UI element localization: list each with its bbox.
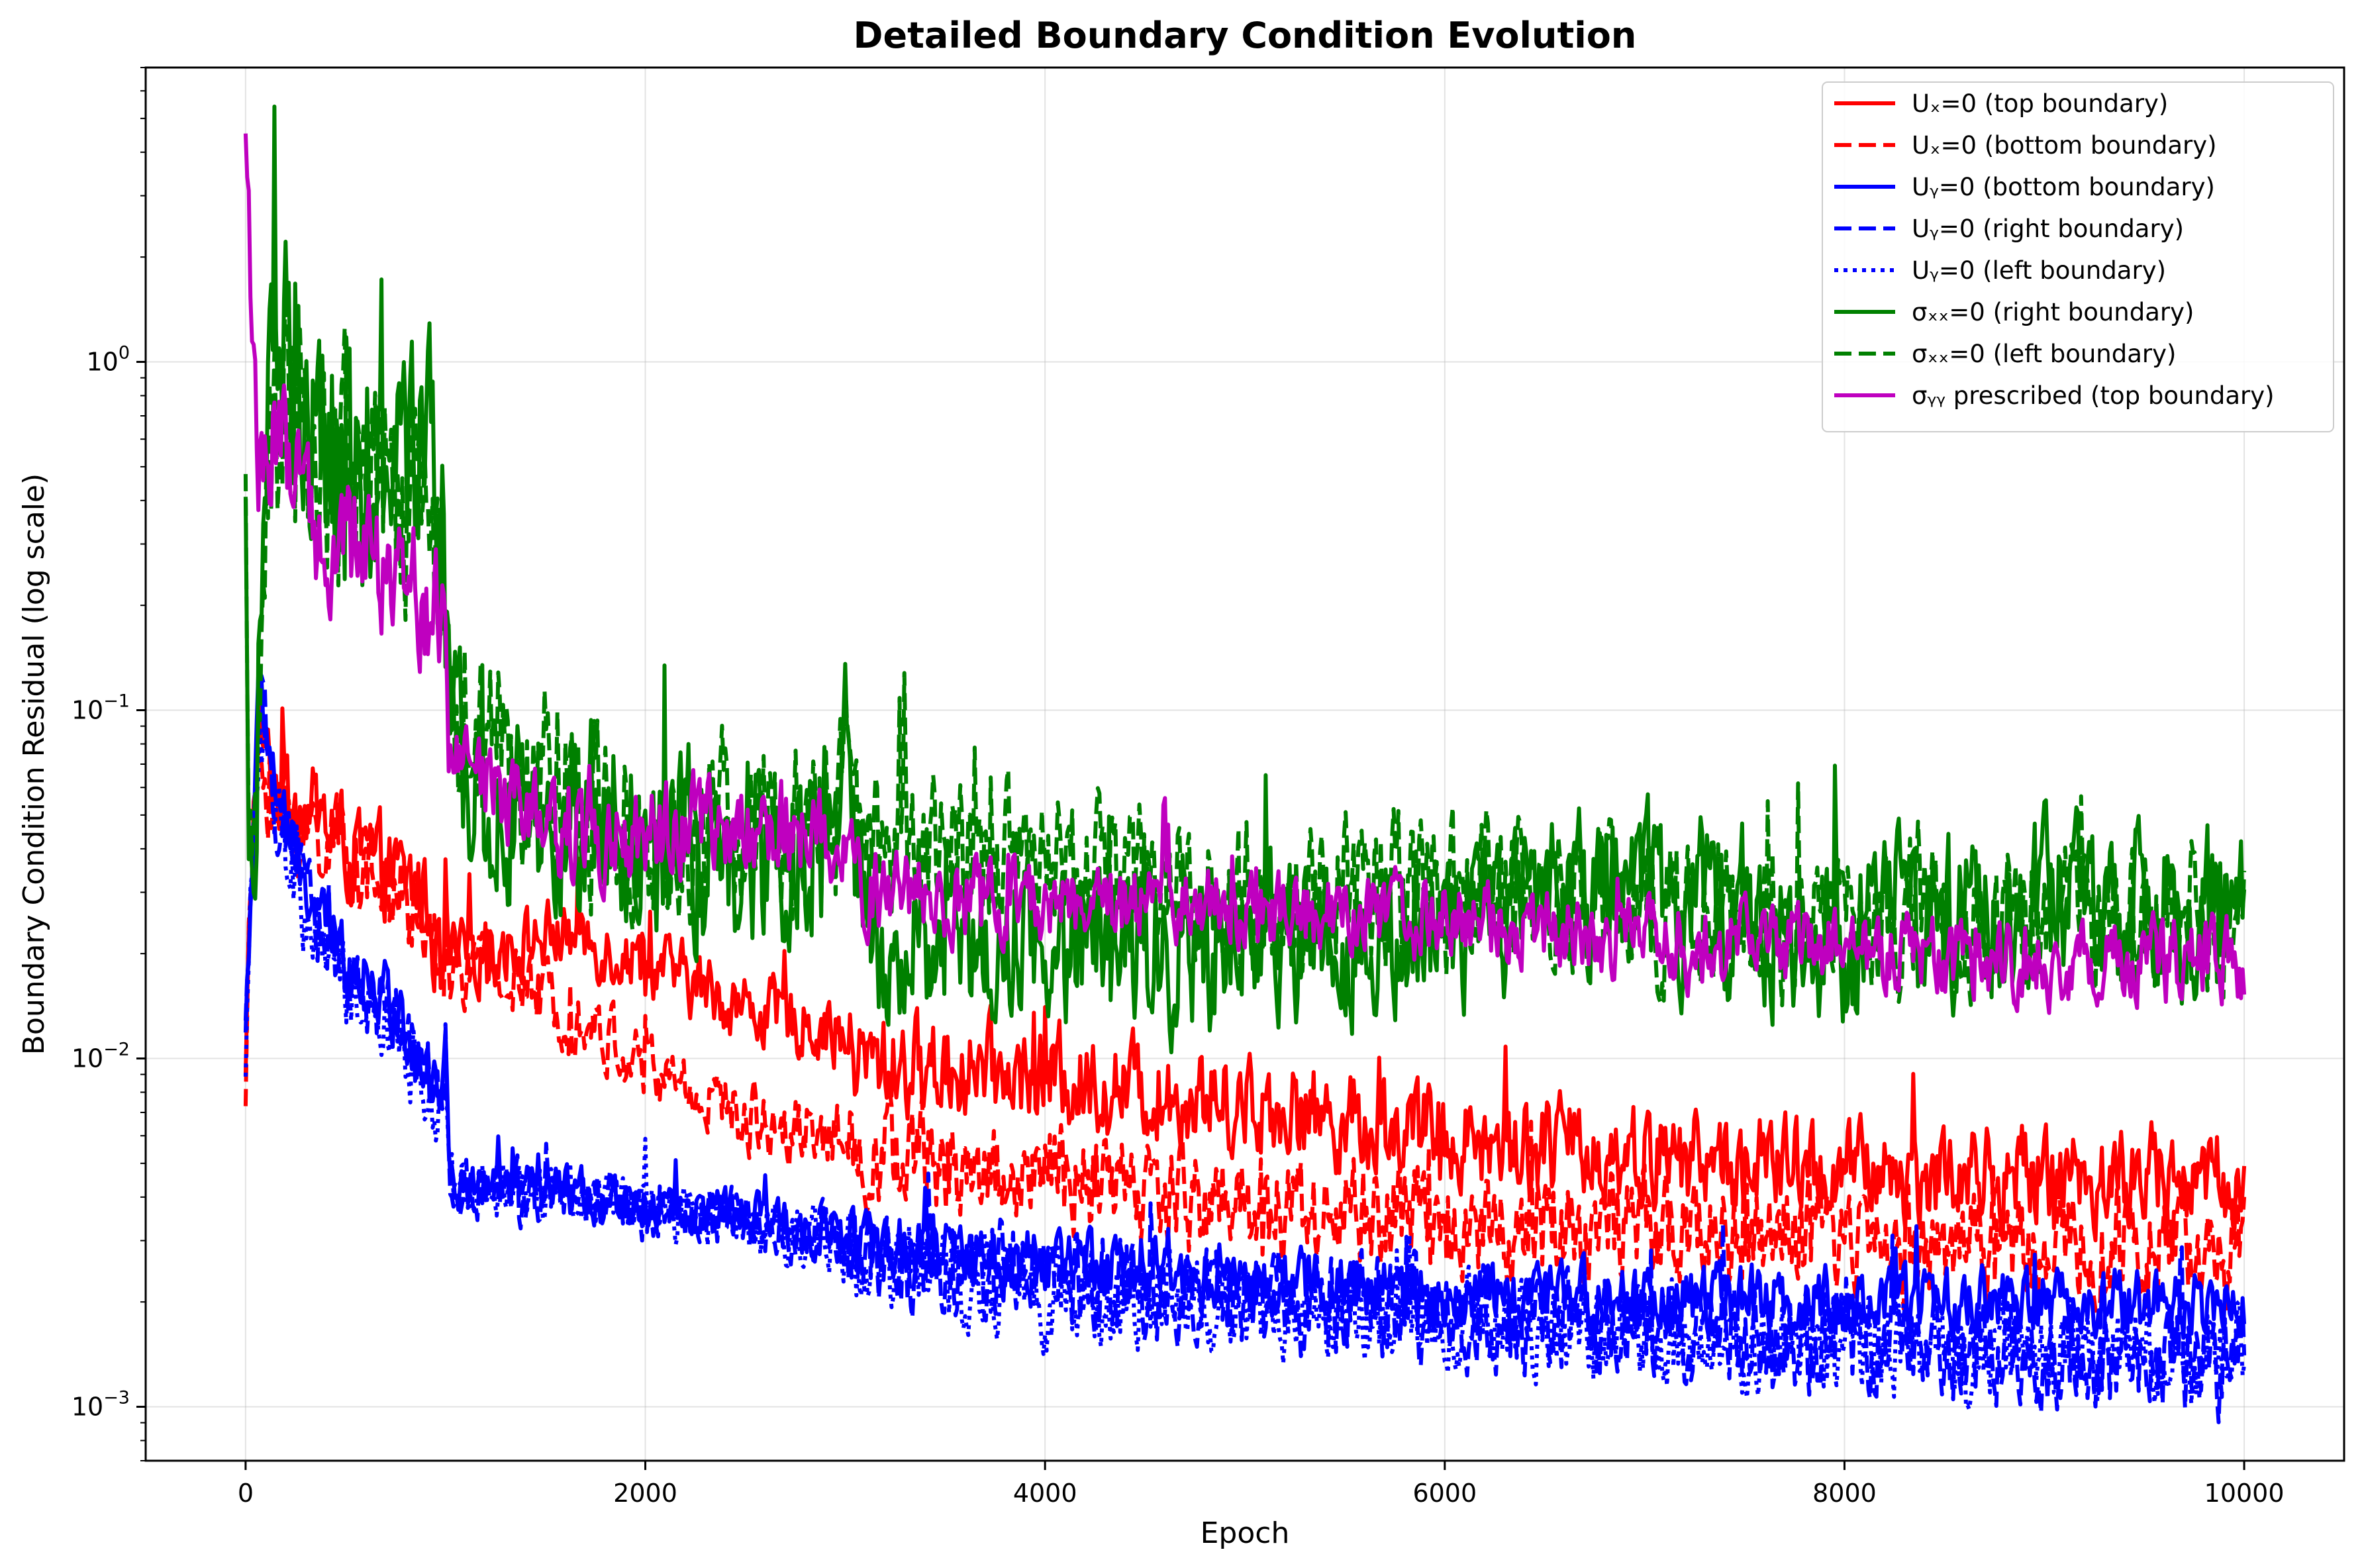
legend-label: σₓₓ=0 (right boundary) — [1912, 298, 2194, 326]
x-tick-label: 6000 — [1412, 1479, 1477, 1508]
x-axis: 0 2000 4000 6000 8000 10000 — [238, 1461, 2285, 1508]
legend: Uₓ=0 (top boundary) Uₓ=0 (bottom boundary… — [1822, 81, 2334, 432]
y-axis: 10−3 10−2 10−1 100 — [72, 67, 146, 1461]
series-line — [243, 736, 2247, 1326]
y-tick-label: 100 — [86, 343, 130, 377]
y-tick-label: 10−1 — [72, 691, 130, 725]
legend-label: Uₓ=0 (top boundary) — [1912, 89, 2168, 118]
x-tick-label: 0 — [238, 1479, 254, 1508]
series-line — [243, 291, 2247, 1008]
legend-box — [1822, 81, 2334, 432]
legend-label: Uᵧ=0 (bottom boundary) — [1912, 173, 2215, 201]
legend-label: Uᵧ=0 (left boundary) — [1912, 256, 2166, 285]
x-tick-label: 4000 — [1013, 1479, 1077, 1508]
legend-label: Uᵧ=0 (right boundary) — [1912, 215, 2184, 243]
x-tick-label: 2000 — [613, 1479, 677, 1508]
x-tick-label: 10000 — [2204, 1479, 2285, 1508]
x-tick-label: 8000 — [1812, 1479, 1877, 1508]
x-axis-label: Epoch — [1201, 1516, 1290, 1550]
legend-label: σᵧᵧ prescribed (top boundary) — [1912, 381, 2275, 410]
series-line — [243, 725, 2247, 1412]
y-axis-label: Boundary Condition Residual (log scale) — [17, 473, 51, 1055]
legend-label: σₓₓ=0 (left boundary) — [1912, 340, 2176, 368]
chart-title: Detailed Boundary Condition Evolution — [854, 15, 1637, 56]
series-line — [243, 669, 2247, 1424]
series-line — [243, 133, 2247, 1015]
series-layer — [243, 104, 2247, 1424]
legend-label: Uₓ=0 (bottom boundary) — [1912, 131, 2217, 160]
y-tick-label: 10−3 — [72, 1388, 130, 1422]
y-tick-label: 10−2 — [72, 1040, 130, 1073]
